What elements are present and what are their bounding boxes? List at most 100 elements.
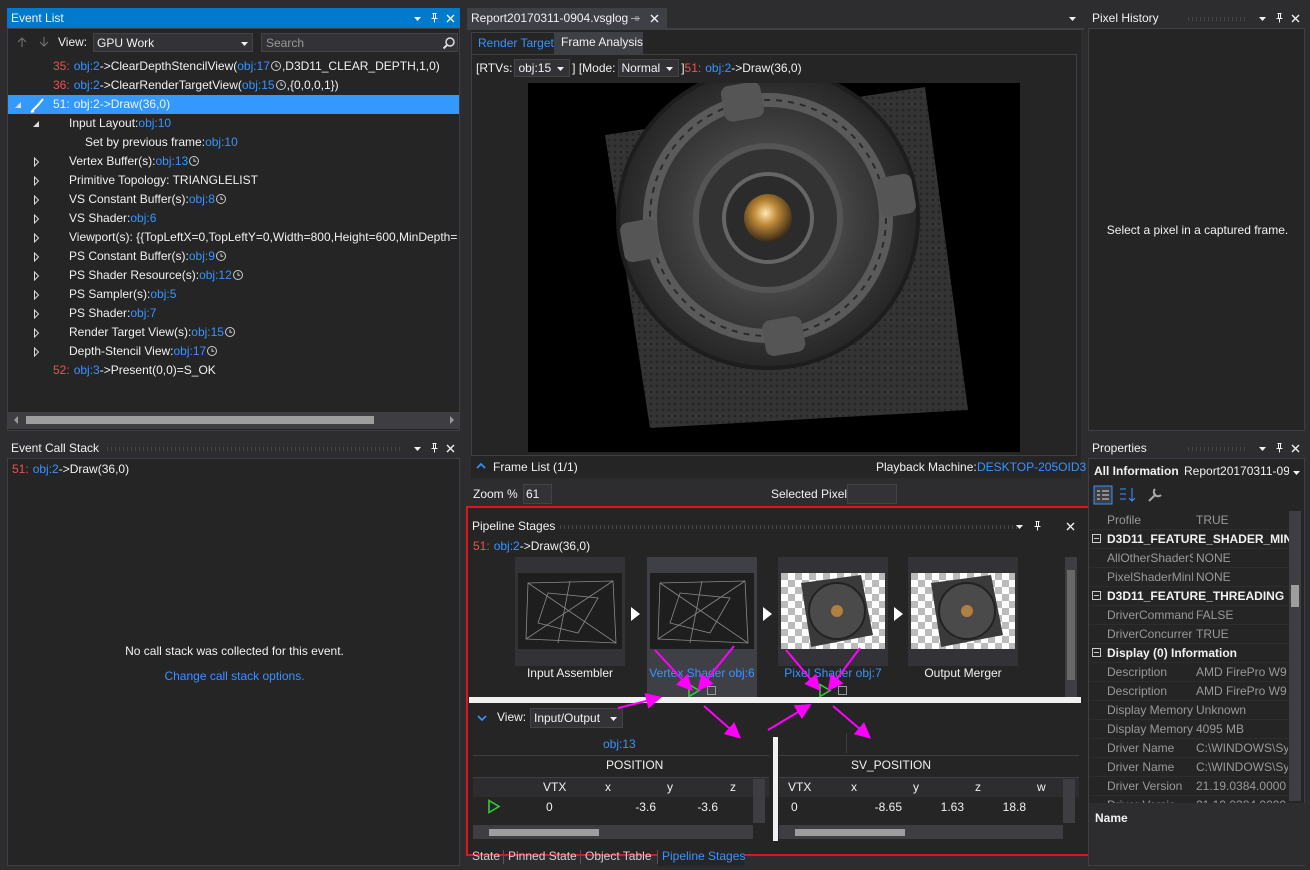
table-object[interactable]: obj:13 — [603, 737, 636, 751]
table-semantic: SV_POSITION — [851, 758, 932, 772]
segment-link[interactable]: obj:15 — [241, 78, 275, 92]
icon-path — [34, 176, 40, 186]
segment-link[interactable]: obj:2 — [73, 97, 100, 111]
event-tree-row[interactable]: 52: obj:3->Present(0,0)=S_OK — [8, 361, 459, 380]
tab-separator — [657, 850, 658, 864]
segment-link[interactable]: obj:8 — [188, 192, 215, 206]
panel-title: Event List — [11, 11, 64, 25]
close-icon[interactable] — [445, 443, 456, 454]
segment-combo[interactable]: Normal — [617, 59, 680, 77]
icon-path — [220, 253, 224, 257]
event-tree-row[interactable]: PS Constant Buffer(s):obj:9 — [8, 247, 459, 266]
segment-link[interactable]: obj:2 — [73, 78, 100, 92]
segment-link[interactable]: obj:9 — [188, 249, 215, 263]
event-tree-row[interactable]: Set by previous frame:obj:10 — [8, 133, 459, 152]
call-stack-link[interactable]: Change call stack options. — [164, 669, 305, 683]
tab-separator — [580, 850, 581, 864]
segment-link[interactable]: obj:15 — [191, 325, 224, 339]
property-section: Display (0) Information — [1107, 646, 1238, 660]
event-text: Input Layout:obj:10 — [69, 114, 171, 132]
event-text: Primitive Topology: TRIANGLELIST — [69, 171, 258, 189]
event-text: 52: obj:3->Present(0,0)=S_OK — [53, 361, 216, 379]
view-combo[interactable]: Input/Output — [530, 708, 623, 728]
pin-icon — [1276, 13, 1283, 23]
search-icon — [442, 37, 455, 50]
property-name: Display Memory — [1107, 703, 1193, 717]
segment-link[interactable]: obj:7 — [130, 306, 157, 320]
icon-path — [1259, 17, 1266, 21]
segment-link[interactable]: obj:2 — [32, 462, 59, 476]
zoom-input[interactable]: 61 — [523, 484, 552, 504]
icon-line — [827, 647, 861, 692]
segment-id: 51: — [684, 61, 702, 75]
segment-link[interactable]: obj:12 — [199, 268, 232, 282]
event-tree-row[interactable]: Primitive Topology: TRIANGLELIST — [8, 171, 459, 190]
event-tree-row[interactable]: Vertex Buffer(s):obj:13 — [8, 152, 459, 171]
search-box[interactable]: Search — [261, 33, 458, 52]
close-icon[interactable] — [1290, 13, 1301, 24]
stage-arrow — [763, 607, 772, 621]
stage-label: Vertex Shader obj:6 — [649, 666, 755, 680]
segment-link[interactable]: obj:17 — [173, 344, 207, 358]
view-tab[interactable]: Frame Analysis — [555, 32, 643, 54]
document-menu — [1069, 17, 1076, 21]
icon-path — [763, 607, 772, 621]
event-tree-row[interactable]: VS Constant Buffer(s):obj:8 — [8, 190, 459, 209]
property-name: AllOtherShaderS — [1107, 551, 1193, 565]
view-combo[interactable]: GPU Work — [93, 33, 253, 52]
icon-path — [237, 272, 240, 276]
icon-path — [1120, 488, 1136, 502]
event-tree-row[interactable]: PS Sampler(s):obj:5 — [8, 285, 459, 304]
property-section: D3D11_FEATURE_SHADER_MIN_ — [1107, 532, 1289, 546]
bottom-tab[interactable]: Pinned State — [504, 847, 580, 866]
event-tree-row[interactable]: VS Shader:obj:6 — [8, 209, 459, 228]
event-tree-row[interactable]: Depth-Stencil View:obj:17 — [8, 342, 459, 361]
property-name: Driver Name — [1107, 760, 1175, 774]
segment-link[interactable]: obj:17 — [237, 59, 270, 73]
segment-text: PS Shader Resource(s): — [69, 268, 200, 282]
dropdown-icon — [414, 17, 421, 21]
close-icon[interactable] — [1290, 443, 1301, 454]
view-tab[interactable]: Render Target — [471, 32, 555, 54]
icon-circle — [232, 270, 243, 280]
property-name: Driver Version — [1107, 779, 1183, 793]
pipeline-stage[interactable]: Output Merger — [908, 557, 1018, 680]
event-tree-row[interactable]: Input Layout:obj:10 — [8, 114, 459, 133]
view-label: View: — [58, 35, 88, 49]
pipeline-stage[interactable]: Input Assembler — [515, 557, 625, 680]
event-tree-row[interactable]: PS Shader Resource(s):obj:12 — [8, 266, 459, 285]
event-tree-row[interactable]: 51: obj:2->Draw(36,0) — [8, 95, 459, 114]
scroll-right — [450, 416, 454, 424]
segment-link[interactable]: obj:2 — [493, 539, 520, 553]
combo-arrow — [241, 42, 248, 46]
icon-circle — [831, 605, 843, 617]
property-value: C:\WINDOWS\Sy — [1196, 760, 1288, 774]
segment-link[interactable]: obj:10 — [205, 135, 238, 149]
event-tree-row[interactable]: Viewport(s): {{TopLeftX=0,TopLeftY=0,Wid… — [8, 228, 459, 247]
event-tree-row[interactable]: 36: obj:2->ClearRenderTargetView(obj:15 ,{… — [8, 76, 459, 95]
tab-separator — [503, 850, 504, 864]
zoom-value: 61 — [526, 487, 540, 501]
playback-machine[interactable]: DESKTOP-205OID3 — [977, 460, 1087, 474]
segment-link[interactable]: obj:6 — [130, 211, 157, 225]
event-text: PS Shader:obj:7 — [69, 304, 156, 322]
segment-link[interactable]: obj:2 — [705, 61, 732, 75]
property-name: PixelShaderMinI — [1107, 570, 1193, 584]
event-tree-row[interactable]: PS Shader:obj:7 — [8, 304, 459, 323]
segment-link[interactable]: obj:10 — [138, 116, 172, 130]
segment-link[interactable]: obj:13 — [155, 154, 189, 168]
event-tree-row[interactable]: Render Target View(s):obj:15 — [8, 323, 459, 342]
segment-link[interactable]: obj:3 — [73, 363, 100, 377]
bottom-tab[interactable]: State — [468, 847, 503, 866]
pipeline-stage[interactable]: Pixel Shader obj:7 — [778, 557, 888, 698]
bottom-tab[interactable]: Pipeline Stages — [658, 847, 745, 866]
segment-combo[interactable]: obj:15 — [514, 59, 571, 77]
table-cell: 0 — [791, 800, 798, 814]
close-icon[interactable] — [445, 13, 456, 24]
property-name: Profile — [1107, 513, 1142, 527]
bottom-tab[interactable]: Object Table — [581, 847, 657, 866]
segment-link[interactable]: obj:5 — [150, 287, 177, 301]
segment-link[interactable]: obj:2 — [73, 59, 100, 73]
combo-arrow — [610, 717, 617, 721]
event-tree-row[interactable]: 35: obj:2->ClearDepthStencilView(obj:17 ,D… — [8, 57, 459, 76]
